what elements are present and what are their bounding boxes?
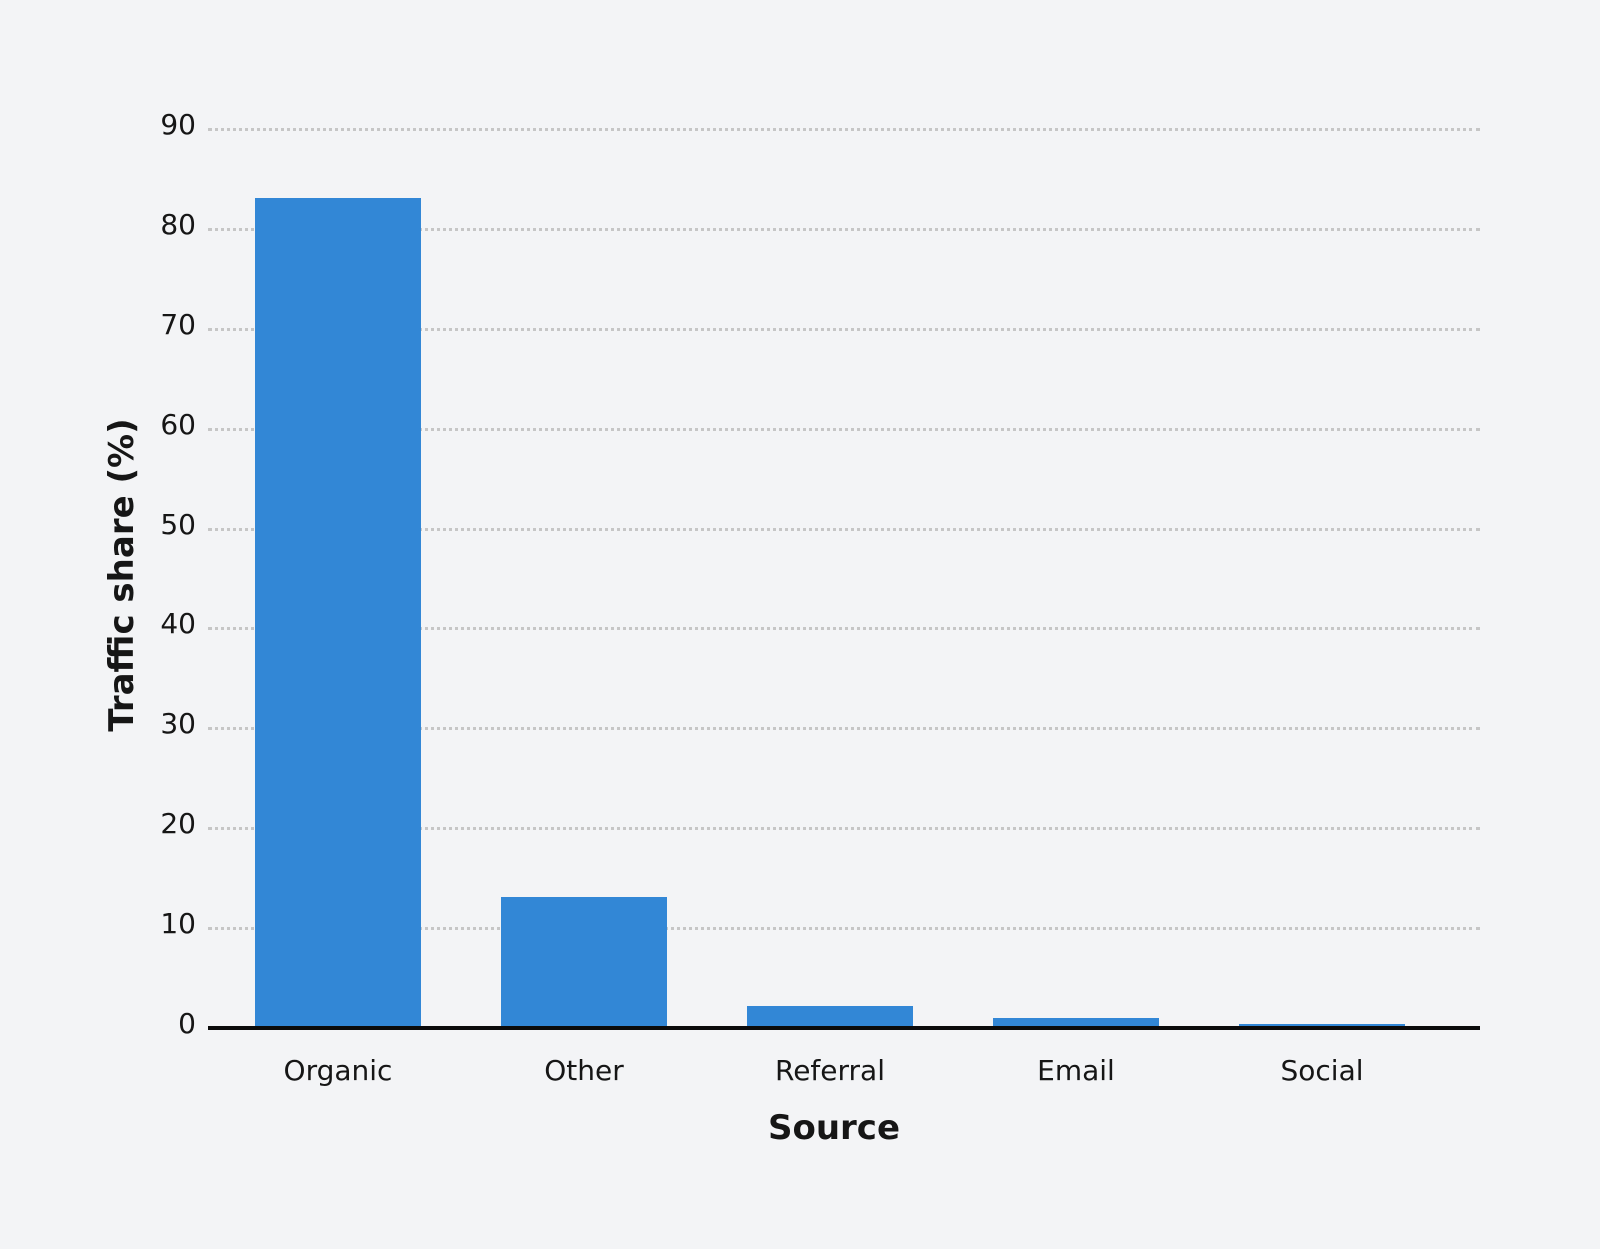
bar-organic (255, 197, 421, 1028)
y-tick-label: 40 (160, 607, 196, 641)
y-axis-label: Traffic share (%) (102, 418, 142, 732)
gridline (208, 927, 1480, 931)
y-tick-label: 50 (160, 507, 196, 541)
bar-email (993, 1018, 1159, 1028)
bar-social (1239, 1024, 1405, 1028)
y-tick-label: 70 (160, 307, 196, 341)
x-tick-label: Other (544, 1054, 624, 1087)
bar-other (501, 897, 667, 1028)
x-axis-label: Source (767, 1108, 901, 1148)
y-tick-label: 0 (178, 1007, 196, 1040)
y-tick-label: 80 (160, 207, 196, 241)
x-tick-label: Referral (775, 1054, 885, 1087)
gridline (208, 827, 1480, 831)
y-tick-label: 30 (160, 707, 196, 741)
gridline (208, 427, 1480, 431)
gridline (208, 727, 1480, 731)
gridline (208, 327, 1480, 331)
gridline (208, 627, 1480, 631)
gridline (208, 128, 1480, 131)
x-tick-label: Email (1037, 1054, 1115, 1087)
gridline (208, 527, 1480, 531)
y-tick-label: 90 (160, 108, 196, 141)
gridline (208, 227, 1480, 231)
y-tick-label: 20 (160, 807, 196, 841)
x-tick-label: Organic (283, 1054, 393, 1087)
bar-referral (747, 1006, 913, 1028)
x-axis-line (208, 1026, 1480, 1030)
x-tick-label: Social (1280, 1054, 1364, 1087)
y-tick-label: 60 (160, 407, 196, 441)
y-tick-label: 10 (160, 907, 196, 941)
